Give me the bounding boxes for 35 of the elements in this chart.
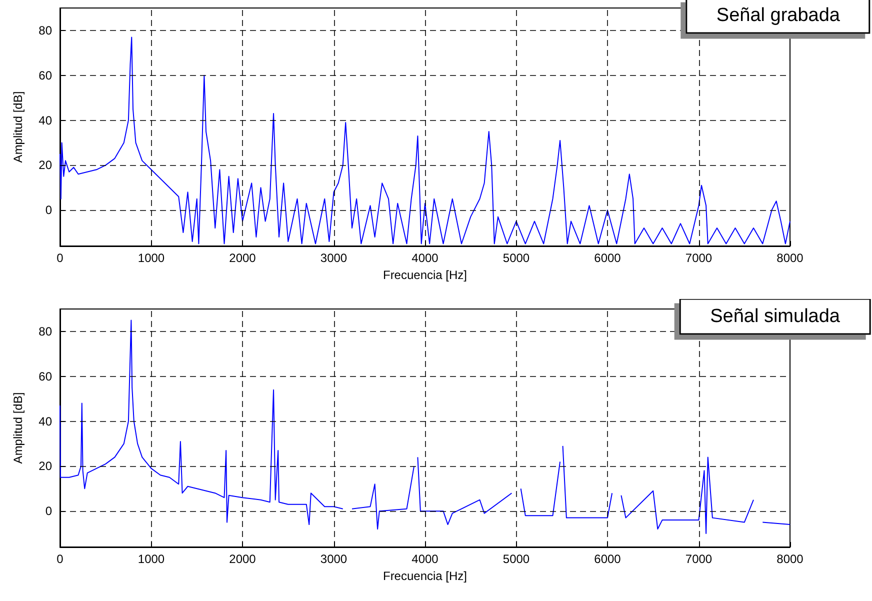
chart-title: Señal grabada: [716, 5, 840, 26]
x-tick-label: 3000: [320, 251, 348, 265]
x-tick-label: 6000: [594, 251, 622, 265]
y-tick-label: 80: [38, 23, 52, 38]
x-tick-label: 5000: [502, 251, 530, 265]
x-tick-label: 7000: [685, 251, 712, 265]
y-tick-label: 40: [38, 414, 52, 428]
x-tick-label: 4000: [412, 251, 439, 265]
x-tick-label: 1000: [138, 552, 165, 566]
y-tick-label: 60: [38, 68, 52, 82]
x-tick-label: 0: [56, 552, 64, 566]
y-axis-title: Amplitud [dB]: [11, 392, 25, 464]
y-tick-label: 0: [45, 504, 52, 518]
x-tick-label: 3000: [320, 552, 348, 566]
y-tick-label: 0: [45, 203, 52, 218]
x-tick-label: 8000: [776, 251, 804, 265]
x-axis-title: Frecuencia [Hz]: [382, 568, 468, 583]
x-tick-label: 5000: [502, 552, 530, 566]
x-tick-label: 7000: [685, 552, 712, 566]
y-tick-label: 80: [38, 324, 52, 338]
y-tick-label: 20: [38, 459, 52, 474]
y-tick-label: 20: [38, 158, 52, 172]
x-tick-label: 2000: [229, 251, 256, 265]
x-tick-label: 2000: [229, 552, 256, 566]
y-axis-title: Amplitud [dB]: [11, 91, 25, 163]
x-tick-label: 4000: [412, 552, 439, 566]
y-tick-label: 40: [38, 113, 52, 128]
x-tick-label: 0: [56, 251, 64, 265]
x-tick-label: 8000: [776, 552, 804, 566]
line-series: [60, 36, 790, 244]
x-axis-title: Frecuencia [Hz]: [382, 268, 468, 282]
chart-title: Señal simulada: [710, 306, 840, 327]
x-tick-label: 6000: [594, 552, 622, 566]
y-tick-label: 60: [38, 369, 52, 384]
x-tick-label: 1000: [138, 251, 165, 265]
